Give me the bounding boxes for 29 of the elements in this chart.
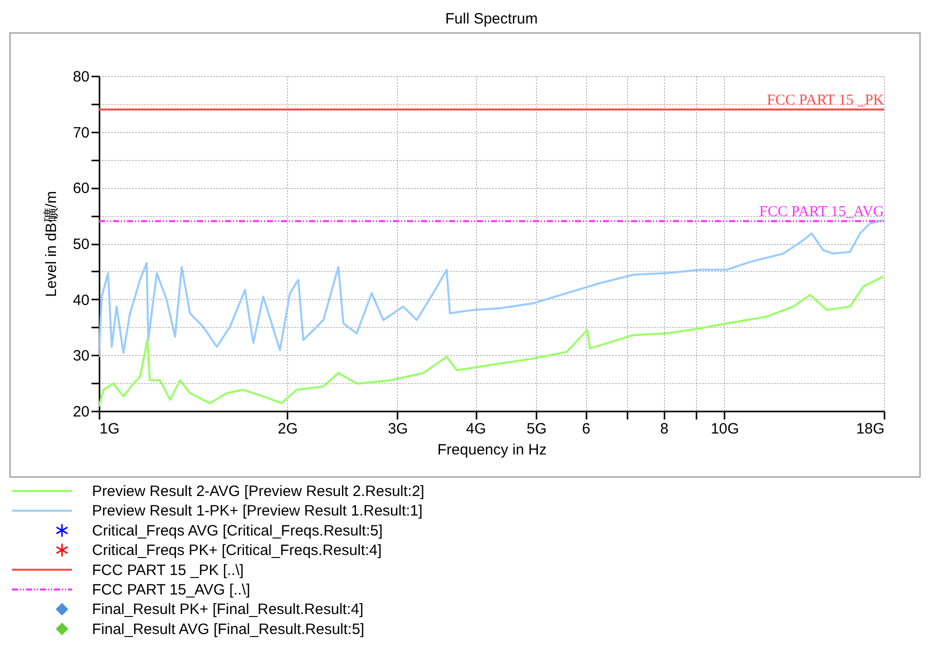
legend-label: Preview Result 1-PK+ [Preview Result 1.Result:1] (92, 502, 423, 520)
x-tick-label: 6 (582, 420, 590, 438)
legend-label: FCC PART 15_AVG [..\] (92, 582, 250, 598)
x-tick-label: 5G (526, 420, 547, 438)
x-tick-label: 18G (856, 420, 884, 438)
x-axis-title: Frequency in Hz (437, 442, 547, 458)
y-tick-label: 40 (72, 292, 90, 309)
x-tick-label: 8 (660, 420, 668, 438)
x-tick-label: 4G (466, 420, 486, 438)
x-tick-label: 2G (278, 420, 298, 438)
chart-title: Full Spectrum (445, 10, 538, 28)
legend-label: Final_Result AVG [Final_Result.Result:5] (92, 620, 364, 638)
x-tick-label: 10G (710, 420, 740, 438)
y-tick-label: 20 (72, 404, 90, 420)
annotation: FCC PART 15 _PK (766, 92, 884, 108)
x-tick-label: 3G (388, 420, 408, 438)
y-tick-label: 70 (72, 124, 90, 142)
y-axis-title: Level in dB礦/m (42, 191, 60, 297)
annotation: FCC PART 15_AVG (759, 204, 884, 220)
y-tick-label: 50 (72, 236, 90, 253)
legend-label: FCC PART 15 _PK [..\] (92, 562, 244, 579)
legend-label: Critical_Freqs AVG [Critical_Freqs.Result:5] (92, 522, 383, 540)
x-tick-label: 1G (100, 420, 120, 438)
legend-label: Critical_Freqs PK+ [Critical_Freqs.Result:4] (92, 542, 382, 560)
y-tick-label: 80 (72, 68, 90, 86)
legend-label: Final_Result PK+ [Final_Result.Result:4] (92, 601, 364, 618)
legend-label: Preview Result 2-AVG [Preview Result 2.Result:2] (92, 483, 424, 500)
y-tick-label: 60 (72, 180, 90, 198)
y-tick-label: 30 (72, 348, 90, 365)
